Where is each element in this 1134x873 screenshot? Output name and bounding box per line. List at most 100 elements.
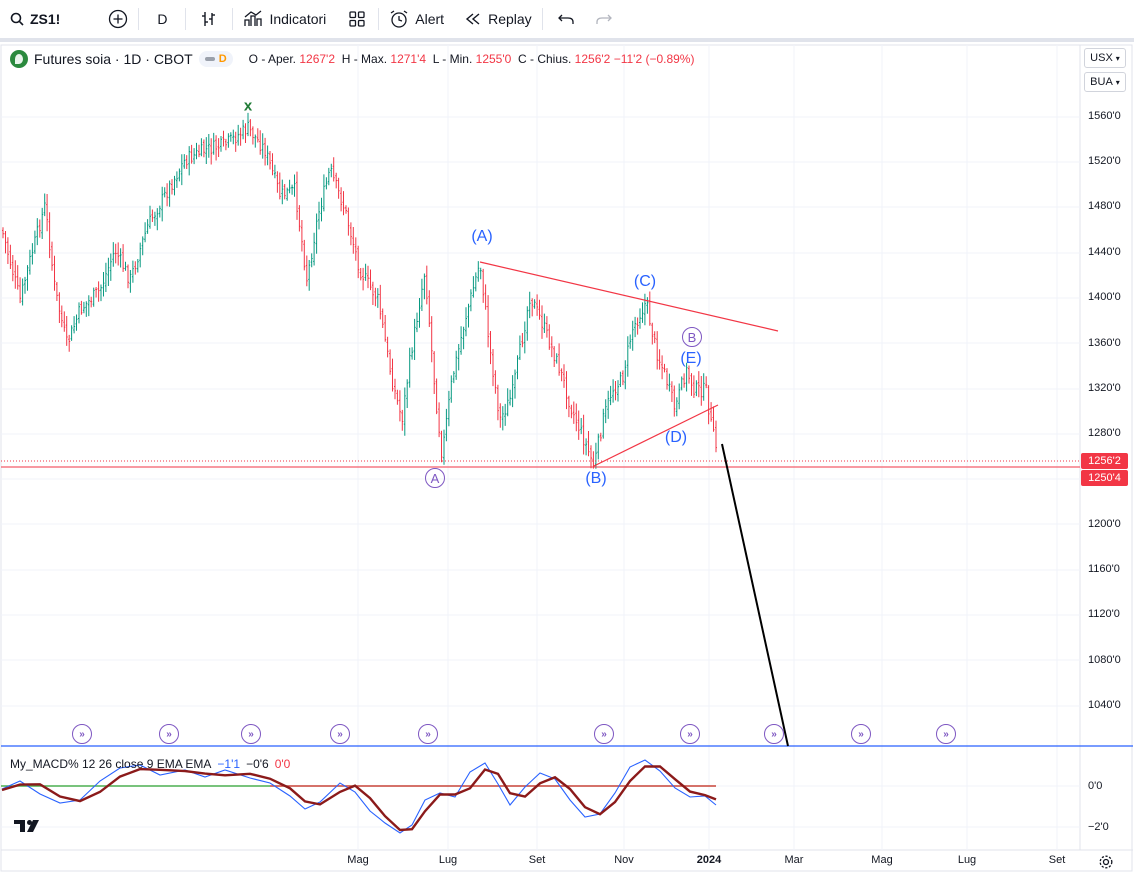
macd-value: −1'1: [217, 757, 241, 771]
ohlc-bar: [220, 136, 222, 152]
time-tick: 2024: [696, 854, 722, 866]
chart-legend: Futures soia · 1D · CBOT D O - Aper. 126…: [10, 50, 694, 68]
symbol-title[interactable]: Futures soia · 1D · CBOT: [34, 51, 193, 67]
ohlc-bar: [516, 355, 519, 380]
upper-trendline[interactable]: [479, 261, 779, 332]
wave-label-b-circle[interactable]: B: [682, 327, 702, 347]
ohlc-bar: [232, 129, 235, 145]
event-marker[interactable]: »: [851, 724, 871, 744]
event-marker[interactable]: »: [241, 724, 261, 744]
macd-legend[interactable]: My_MACD% 12 26 close 9 EMA EMA −1'1 −0'6…: [10, 757, 290, 771]
soybean-logo-icon: [10, 50, 28, 68]
ohlc-bar: [256, 128, 259, 143]
redo-button[interactable]: [589, 0, 619, 38]
wave-label-a-big[interactable]: (A): [471, 228, 493, 245]
symbol-search[interactable]: ZS1!: [0, 0, 70, 38]
layouts-button[interactable]: [336, 0, 378, 38]
low-value: 1255'0: [475, 52, 512, 66]
lower-trendline[interactable]: [593, 404, 719, 467]
ohlc-bar: [443, 429, 445, 465]
wave-label-a-circle[interactable]: A: [425, 468, 445, 488]
ohlc-bar: [210, 138, 213, 165]
event-marker[interactable]: »: [936, 724, 956, 744]
wave-label-x[interactable]: x: [243, 97, 253, 115]
low-label: L - Min.: [432, 52, 473, 66]
ohlc-bar: [435, 378, 438, 415]
compare-button[interactable]: [70, 0, 138, 38]
ohlc-bar: [619, 371, 622, 387]
symbol-label: ZS1!: [30, 11, 61, 27]
event-marker[interactable]: »: [680, 724, 700, 744]
ohlc-bar: [97, 281, 100, 302]
market-status-pill[interactable]: D: [198, 51, 233, 67]
ohlc-bar: [447, 390, 450, 427]
event-marker[interactable]: »: [330, 724, 350, 744]
ohlc-bar: [273, 164, 276, 179]
undo-button[interactable]: [543, 0, 589, 38]
ohlc-bar: [300, 220, 303, 252]
ohlc-bar: [124, 261, 127, 271]
ohlc-bar: [195, 142, 198, 160]
ohlc-bar: [408, 347, 411, 388]
ohlc-bar: [136, 259, 139, 273]
ohlc-bar: [389, 349, 392, 375]
ohlc-bar: [104, 262, 107, 292]
event-marker[interactable]: »: [764, 724, 784, 744]
price-tick: 1280'0: [1088, 427, 1121, 439]
event-marker[interactable]: »: [72, 724, 92, 744]
ohlc-bar: [518, 335, 521, 360]
wave-label-d-big[interactable]: (D): [664, 429, 688, 446]
ohlc-bar: [364, 263, 367, 281]
event-marker[interactable]: »: [418, 724, 438, 744]
alert-label: Alert: [415, 11, 445, 27]
projection-line[interactable]: [721, 443, 789, 747]
ohlc-bar: [545, 316, 548, 338]
ohlc-bar: [668, 373, 671, 392]
ohlc-bar: [362, 267, 365, 291]
ohlc-bar: [587, 431, 590, 457]
ohlc-bar: [129, 270, 132, 293]
event-marker[interactable]: »: [594, 724, 614, 744]
ohlc-bar: [229, 132, 232, 142]
high-value: 1271'4: [390, 52, 427, 66]
ohlc-bar: [193, 148, 196, 165]
ohlc-bar: [2, 227, 4, 239]
double-chevron-icon: »: [687, 728, 693, 740]
ohlc-bar: [109, 253, 112, 281]
tradingview-logo[interactable]: [14, 818, 46, 839]
ohlc-bar: [460, 326, 463, 355]
indicators-button[interactable]: Indicatori: [233, 0, 336, 38]
ohlc-values: O - Aper. 1267'2 H - Max. 1271'4 L - Min…: [249, 52, 695, 66]
ohlc-bar: [467, 303, 470, 328]
time-tick: Mag: [871, 854, 893, 866]
ohlc-bar: [296, 171, 298, 220]
ohlc-bar: [416, 312, 418, 333]
ohlc-bar: [60, 305, 63, 328]
alert-button[interactable]: Alert: [379, 0, 454, 38]
chart-settings-button[interactable]: [1098, 854, 1114, 873]
wave-label-c-big[interactable]: (C): [633, 273, 657, 290]
unit-button[interactable]: BUA ▾: [1084, 72, 1126, 92]
chart-type-button[interactable]: [186, 0, 232, 38]
price-tick: 1480'0: [1088, 200, 1121, 212]
event-marker[interactable]: »: [159, 724, 179, 744]
ohlc-bar: [452, 371, 455, 384]
interval-button[interactable]: D: [139, 0, 185, 38]
wave-label-b-big[interactable]: (B): [585, 470, 607, 487]
ohlc-bar: [614, 381, 617, 401]
ohlc-bar: [555, 353, 558, 364]
ohlc-bar: [117, 242, 120, 266]
ohlc-bar: [340, 187, 343, 212]
ohlc-bar: [107, 257, 110, 286]
time-tick: Mag: [347, 854, 369, 866]
ohlc-bar: [675, 397, 678, 417]
currency-button[interactable]: USX ▾: [1084, 48, 1126, 68]
ohlc-bar: [112, 242, 115, 267]
replay-button[interactable]: Replay: [454, 0, 542, 38]
ohlc-bar: [425, 265, 428, 305]
ohlc-bar: [153, 211, 156, 226]
wave-label-e-big[interactable]: (E): [680, 350, 702, 367]
ohlc-bar: [526, 306, 529, 341]
ohlc-bar: [65, 316, 68, 346]
